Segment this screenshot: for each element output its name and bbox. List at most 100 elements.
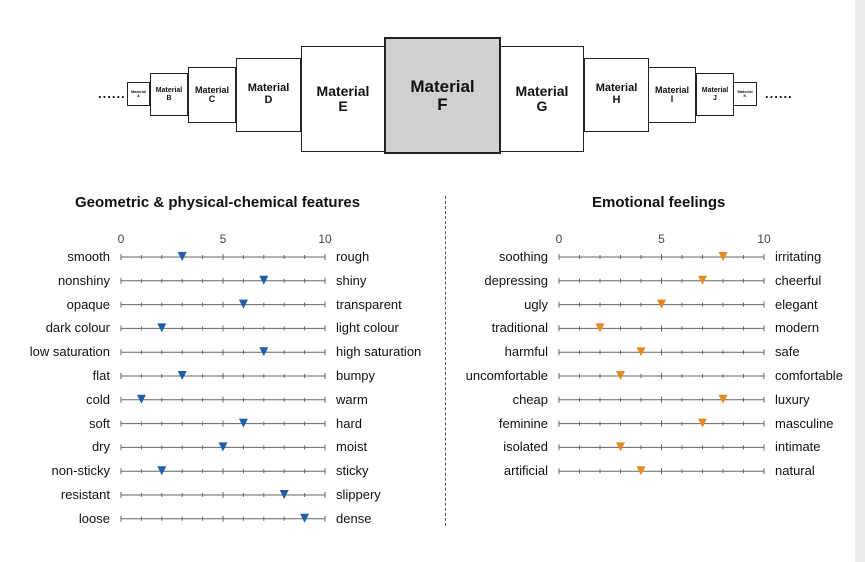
material-carousel: ...... ...... Material A Material B Material… [0, 0, 855, 170]
scale-left-label: ugly [524, 296, 548, 312]
rating-marker[interactable] [636, 466, 646, 476]
material-letter: I [670, 94, 674, 104]
scale-right-label: transparent [336, 296, 402, 312]
scale-left-label: cheap [512, 391, 548, 407]
material-box-j[interactable]: Material J [696, 73, 734, 116]
scale-left-label: cold [86, 391, 110, 407]
material-letter: H [612, 94, 621, 106]
rating-marker[interactable] [157, 466, 167, 476]
material-box-k[interactable]: Material K [733, 82, 757, 106]
scale-right-label: comfortable [775, 368, 843, 383]
scale-left-label: artificial [503, 463, 548, 479]
scale-right-label: slippery [336, 487, 381, 502]
scale-right-label: natural [775, 463, 815, 479]
rating-marker[interactable] [238, 299, 248, 309]
scale-tick-label: 10 [318, 232, 332, 246]
rating-marker[interactable] [718, 252, 728, 261]
carousel-ellipsis-left: ...... [98, 86, 126, 101]
material-name: Material [410, 76, 475, 96]
scale-left-label: harmful [504, 344, 548, 360]
material-name: Material [737, 88, 753, 94]
rating-marker[interactable] [238, 418, 248, 428]
material-letter: G [536, 98, 548, 114]
material-name: Material [130, 88, 147, 94]
scale-left-label: non-sticky [51, 463, 110, 479]
scale-left-label: nonshiny [57, 272, 110, 288]
material-name: Material [247, 82, 290, 95]
scale-right-label: shiny [336, 272, 367, 288]
scale-left-label: flat [92, 368, 110, 383]
material-box-b[interactable]: Material B [150, 73, 188, 116]
scale-left-label: depressing [484, 272, 548, 288]
rating-marker[interactable] [616, 371, 625, 380]
rating-marker[interactable] [177, 371, 187, 380]
material-letter: E [338, 98, 348, 114]
rating-marker[interactable] [300, 513, 310, 523]
rating-marker[interactable] [636, 347, 646, 357]
geometric-section-title: Geometric & physical-chemical features [75, 194, 361, 211]
rating-marker[interactable] [136, 394, 146, 404]
scale-left-label: low saturation [29, 344, 110, 360]
section-divider [445, 196, 446, 526]
material-letter: A [137, 93, 140, 98]
material-box-a[interactable]: Material A [127, 82, 150, 106]
scale-left-label: soft [89, 415, 110, 431]
material-name: Material [654, 84, 689, 95]
emotional-section-title: Emotional feelings [592, 194, 726, 211]
material-name: Material [701, 87, 729, 95]
rating-marker[interactable] [698, 275, 707, 285]
scale-left-label: opaque [66, 296, 110, 312]
rating-marker[interactable] [616, 442, 625, 452]
page-edge-shade [855, 0, 865, 562]
material-name: Material [595, 82, 638, 95]
scale-tick-label: 5 [658, 232, 665, 246]
scale-right-label: sticky [336, 463, 369, 479]
scale-right-label: light colour [336, 320, 399, 336]
rating-marker[interactable] [595, 323, 605, 333]
material-box-e[interactable]: Material E [301, 46, 385, 152]
material-box-f[interactable]: Material F [384, 37, 501, 154]
material-letter: D [264, 94, 273, 106]
scale-right-label: rough [336, 249, 370, 264]
scale-left-label: uncomfortable [465, 368, 548, 383]
scale-left-label: resistant [60, 487, 110, 502]
material-letter: F [437, 94, 448, 114]
rating-marker[interactable] [259, 275, 269, 285]
material-name: Material [316, 83, 370, 100]
material-box-i[interactable]: Material I [648, 67, 696, 123]
rating-marker[interactable] [657, 299, 666, 309]
scale-left-label: feminine [498, 415, 548, 431]
scale-right-label: luxury [775, 391, 810, 407]
material-box-g[interactable]: Material G [500, 46, 584, 152]
scale-left-label: soothing [498, 249, 548, 264]
rating-marker[interactable] [218, 442, 228, 452]
scale-right-label: modern [775, 320, 820, 336]
scale-left-label: isolated [503, 439, 548, 455]
scale-left-label: dry [91, 439, 110, 455]
material-letter: K [743, 93, 747, 98]
material-box-c[interactable]: Material C [188, 67, 236, 123]
material-letter: B [166, 94, 172, 102]
rating-marker[interactable] [259, 347, 269, 357]
scale-right-label: safe [775, 344, 800, 360]
rating-marker[interactable] [177, 252, 187, 261]
material-name: Material [155, 87, 183, 95]
scale-tick-label: 0 [555, 232, 563, 246]
rating-marker[interactable] [718, 394, 728, 404]
carousel-ellipsis-right: ...... [765, 86, 793, 101]
scale-right-label: intimate [775, 439, 821, 455]
scale-left-label: dark colour [45, 320, 110, 336]
rating-marker[interactable] [698, 418, 707, 428]
material-box-d[interactable]: Material D [236, 58, 301, 132]
scale-right-label: cheerful [775, 272, 822, 288]
scale-right-label: bumpy [336, 368, 376, 383]
rating-marker[interactable] [157, 323, 167, 333]
material-name: Material [194, 84, 229, 95]
scale-left-label: traditional [491, 320, 548, 336]
scale-right-label: masculine [775, 415, 834, 431]
rating-marker[interactable] [279, 490, 289, 499]
